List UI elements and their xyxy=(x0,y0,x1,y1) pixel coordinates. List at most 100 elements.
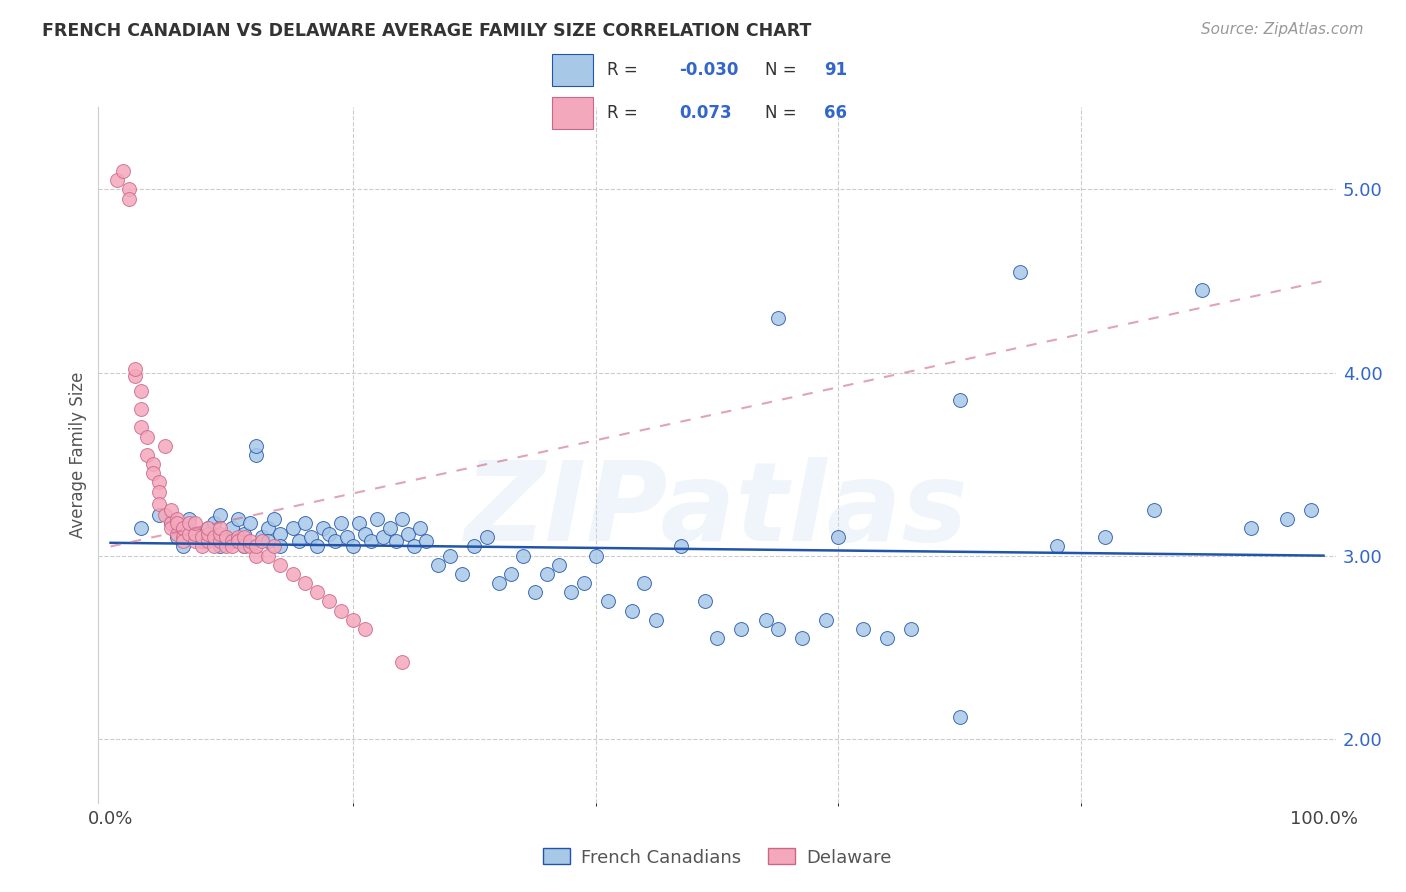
Text: N =: N = xyxy=(765,61,797,78)
Point xyxy=(396,526,419,541)
Point xyxy=(1301,503,1323,517)
Point xyxy=(142,467,165,481)
Point xyxy=(160,516,183,530)
Point xyxy=(160,503,183,517)
Point xyxy=(221,533,243,548)
Point xyxy=(1275,512,1298,526)
Point xyxy=(172,533,194,548)
Point xyxy=(202,530,225,544)
Point xyxy=(215,540,238,554)
Point xyxy=(1010,265,1032,279)
Point xyxy=(342,613,364,627)
Point xyxy=(221,540,243,554)
Legend: French Canadians, Delaware: French Canadians, Delaware xyxy=(536,841,898,874)
Point xyxy=(208,521,231,535)
Point xyxy=(391,512,413,526)
Point xyxy=(560,585,582,599)
Point xyxy=(166,516,188,530)
Point xyxy=(166,512,188,526)
Point xyxy=(669,540,692,554)
Point xyxy=(827,530,849,544)
Point xyxy=(391,655,413,669)
Point xyxy=(354,526,377,541)
Point xyxy=(142,457,165,471)
Point xyxy=(202,540,225,554)
Point xyxy=(208,526,231,541)
Point xyxy=(585,549,607,563)
Point xyxy=(323,533,346,548)
Point xyxy=(900,622,922,636)
Point xyxy=(148,508,170,523)
Point xyxy=(330,516,353,530)
Point xyxy=(190,540,212,554)
Point xyxy=(536,566,558,581)
Point xyxy=(233,540,256,554)
Point xyxy=(226,512,249,526)
Point xyxy=(706,631,728,645)
Point xyxy=(245,549,267,563)
Point xyxy=(250,530,273,544)
Point xyxy=(215,530,238,544)
Point xyxy=(197,521,219,535)
Text: 0.073: 0.073 xyxy=(679,104,731,122)
Point xyxy=(633,576,655,591)
Point xyxy=(124,369,146,384)
Point xyxy=(129,384,152,398)
Point xyxy=(197,521,219,535)
Point xyxy=(153,508,176,523)
Point xyxy=(221,533,243,548)
Point xyxy=(179,512,201,526)
Point xyxy=(548,558,571,572)
Point xyxy=(269,540,291,554)
Point xyxy=(197,526,219,541)
Point xyxy=(876,631,898,645)
Point xyxy=(409,521,432,535)
Point xyxy=(263,512,285,526)
Point xyxy=(184,516,207,530)
Point xyxy=(347,516,370,530)
Point xyxy=(172,540,194,554)
Point xyxy=(463,540,485,554)
Text: R =: R = xyxy=(607,61,637,78)
Point xyxy=(949,710,972,724)
Point xyxy=(596,594,619,608)
Point xyxy=(318,594,340,608)
Point xyxy=(257,549,280,563)
Point xyxy=(179,516,201,530)
Point xyxy=(148,475,170,490)
Point xyxy=(512,549,534,563)
Point xyxy=(250,533,273,548)
Point xyxy=(257,533,280,548)
Point xyxy=(118,192,141,206)
Point xyxy=(245,540,267,554)
Point xyxy=(160,516,183,530)
Text: N =: N = xyxy=(765,104,797,122)
Point xyxy=(366,512,388,526)
Point xyxy=(233,530,256,544)
Point xyxy=(208,540,231,554)
Point xyxy=(693,594,716,608)
Point xyxy=(184,533,207,548)
Point xyxy=(499,566,522,581)
Point xyxy=(239,540,262,554)
Point xyxy=(645,613,668,627)
Point xyxy=(202,516,225,530)
Point xyxy=(124,362,146,376)
Point xyxy=(766,622,789,636)
Point xyxy=(384,533,406,548)
Text: FRENCH CANADIAN VS DELAWARE AVERAGE FAMILY SIZE CORRELATION CHART: FRENCH CANADIAN VS DELAWARE AVERAGE FAMI… xyxy=(42,22,811,40)
Point xyxy=(136,429,159,443)
Point xyxy=(524,585,547,599)
Point xyxy=(281,566,304,581)
Point xyxy=(427,558,450,572)
Point xyxy=(197,533,219,548)
Point xyxy=(305,540,328,554)
Point xyxy=(269,558,291,572)
Point xyxy=(148,484,170,499)
Point xyxy=(318,526,340,541)
Point xyxy=(294,516,316,530)
FancyBboxPatch shape xyxy=(551,54,593,86)
Point xyxy=(488,576,510,591)
Point xyxy=(815,613,838,627)
Point xyxy=(755,613,778,627)
